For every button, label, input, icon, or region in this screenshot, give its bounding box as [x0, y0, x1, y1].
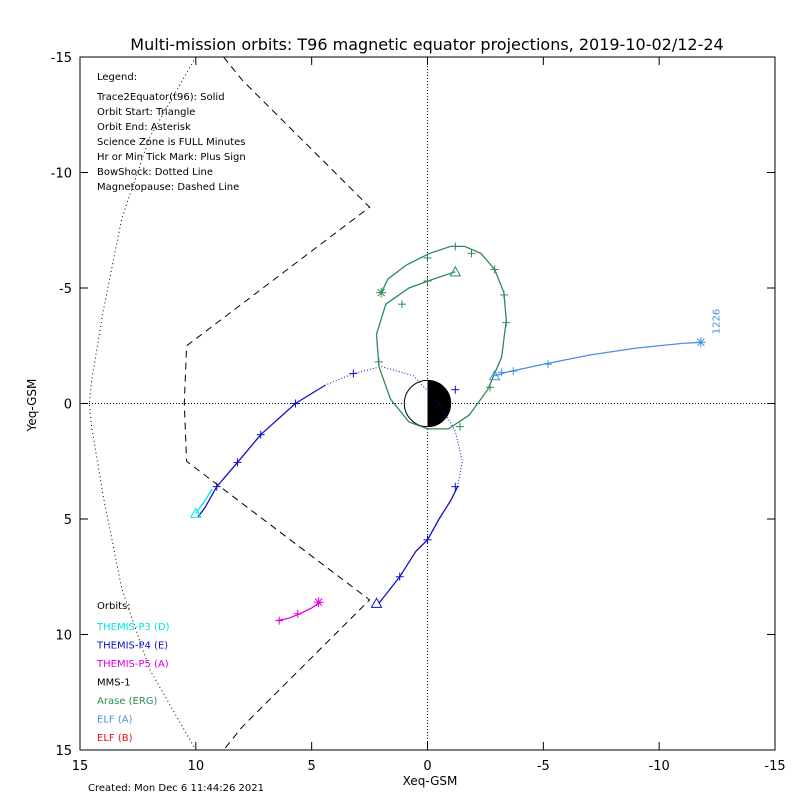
chart-title: Multi-mission orbits: T96 magnetic equat… [130, 35, 723, 54]
orbits-legend-entry: THEMIS-P4 (E) [96, 641, 168, 652]
orbit-trace [276, 601, 322, 622]
x-tick-label: -5 [537, 759, 550, 774]
y-tick-label: 10 [55, 629, 72, 644]
orbits-legend-entry: Arase (ERG) [97, 696, 158, 707]
earth-night-side [427, 380, 451, 427]
orbits-legend-entry: ELF (B) [97, 733, 133, 744]
orbit-start-triangle [370, 597, 383, 608]
orbit-end-asterisk [697, 338, 705, 347]
orbit-trace [494, 341, 701, 377]
orbit-themis-p4-e- [197, 365, 463, 608]
legend-line: Magnetopause: Dashed Line [97, 182, 239, 193]
y-tick-label: -15 [51, 51, 72, 66]
orbits-legend-entry: MMS-1 [97, 678, 131, 689]
legend-line: Orbit End: Asterisk [97, 122, 191, 133]
orbits-legend-entry: THEMIS-P5 (A) [96, 659, 169, 670]
legend-line: Science Zone is FULL Minutes [97, 137, 246, 148]
y-tick-label: 0 [64, 398, 72, 413]
y-axis-label: Yeq-GSM [25, 379, 39, 433]
y-tick-label: -5 [59, 282, 72, 297]
orbit-trace [375, 245, 507, 430]
orbit-trace [378, 486, 459, 604]
orbit-arase-erg- [374, 242, 511, 431]
axes: 15 10 5 0 -5 -10 -15 -15 -10 -5 0 5 10 15 [51, 51, 786, 774]
y-tick-label: -10 [51, 167, 72, 182]
footer-created: Created: Mon Dec 6 11:44:26 2021 [88, 783, 264, 794]
x-tick-label: 15 [72, 759, 89, 774]
orbit-trace [195, 488, 213, 514]
annotations: 1226 [711, 309, 722, 334]
legend-line: Trace2Equator(t96): Solid [96, 92, 225, 103]
x-tick-label: -15 [764, 759, 785, 774]
y-tick-label: 5 [64, 513, 72, 528]
x-tick-label: 0 [423, 759, 431, 774]
orbit-start-triangle [189, 507, 202, 518]
orbits-legend-entry: THEMIS-P3 (D) [96, 622, 170, 633]
orbit-start-triangle [488, 369, 501, 381]
legend-line: Hr or Min Tick Mark: Plus Sign [97, 152, 246, 163]
legend-line: Orbit Start: Triangle [97, 107, 195, 118]
x-axis-label: Xeq-GSM [403, 774, 458, 788]
boundaries [88, 56, 371, 751]
orbit-end-asterisk [314, 598, 323, 607]
orbit-themis-p5-a- [275, 597, 324, 625]
orbit-themis-p3-d- [189, 488, 213, 518]
orbit-time-label: 1226 [711, 309, 722, 334]
orbit-trace [197, 384, 326, 518]
x-tick-label: 5 [308, 759, 316, 774]
x-tick-label: -10 [649, 759, 670, 774]
orbit-elf-a- [488, 337, 706, 381]
orbits-legend: Orbits: THEMIS-P3 (D) THEMIS-P4 (E) THEMIS-… [96, 601, 170, 744]
earth [403, 379, 452, 428]
y-tick-label: 15 [55, 744, 72, 759]
legend-line: BowShock: Dotted Line [97, 167, 213, 178]
orbit-start-triangle [449, 265, 462, 277]
orbits [189, 242, 706, 625]
orbits-legend-entry: ELF (A) [97, 715, 133, 726]
legend: Legend: Trace2Equator(t96): Solid Orbit St… [96, 72, 246, 193]
magnetopause-line [183, 56, 371, 751]
orbit-trace-dotted [325, 365, 463, 487]
legend-title: Legend: [97, 72, 137, 83]
orbit-end-asterisk [377, 288, 386, 297]
x-tick-label: 10 [188, 759, 205, 774]
orbits-legend-title: Orbits: [97, 601, 131, 612]
